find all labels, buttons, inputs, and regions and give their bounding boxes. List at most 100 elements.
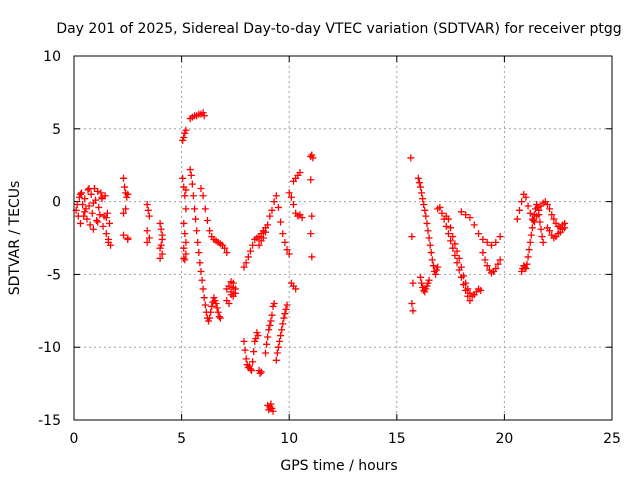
data-point — [418, 279, 426, 287]
data-point — [119, 174, 127, 182]
data-point — [274, 203, 282, 211]
data-point — [182, 238, 190, 246]
data-point — [496, 256, 504, 264]
data-point — [201, 301, 209, 309]
data-point — [196, 259, 204, 267]
data-point — [272, 356, 280, 364]
data-point — [426, 241, 434, 249]
data-point — [107, 241, 115, 249]
data-point — [85, 184, 93, 192]
data-point — [466, 214, 474, 222]
data-point — [524, 202, 532, 210]
data-point — [548, 211, 556, 219]
data-point — [444, 215, 452, 223]
data-point — [272, 192, 280, 200]
data-point — [419, 195, 427, 203]
data-point — [180, 254, 188, 262]
data-point — [87, 190, 95, 198]
data-point — [231, 289, 239, 297]
data-point — [524, 253, 532, 261]
series — [285, 151, 317, 293]
data-point — [255, 241, 263, 249]
data-point — [189, 192, 197, 200]
data-point — [250, 348, 258, 356]
data-point — [267, 317, 275, 325]
data-point — [262, 349, 270, 357]
y-tick-label: 0 — [52, 195, 61, 211]
data-point — [157, 225, 165, 233]
data-point — [550, 215, 558, 223]
series — [442, 212, 485, 300]
series — [513, 190, 536, 223]
data-point — [424, 227, 432, 235]
data-point — [156, 219, 164, 227]
data-point — [451, 240, 459, 248]
series — [255, 192, 293, 258]
data-point — [103, 209, 111, 217]
data-point — [533, 212, 541, 220]
data-point — [298, 214, 306, 222]
data-point — [76, 190, 84, 198]
data-point — [538, 233, 546, 241]
data-point — [215, 313, 223, 321]
data-point — [84, 186, 92, 194]
data-point — [94, 218, 102, 226]
data-point — [257, 368, 265, 376]
data-point — [240, 263, 248, 271]
data-point — [515, 206, 523, 214]
data-point — [207, 308, 215, 316]
data-point — [181, 256, 189, 264]
data-point — [208, 302, 216, 310]
data-point — [423, 219, 431, 227]
data-point — [158, 235, 166, 243]
data-point — [106, 219, 114, 227]
data-point — [546, 227, 554, 235]
data-point — [457, 263, 465, 271]
data-point — [96, 211, 104, 219]
data-point — [181, 230, 189, 238]
data-point — [496, 233, 504, 241]
data-point — [494, 260, 502, 268]
data-point — [279, 320, 287, 328]
series — [264, 400, 277, 415]
y-tick-labels: 10 5 0 -5 -10 -15 — [38, 49, 61, 429]
data-point — [479, 249, 487, 257]
data-point — [457, 208, 465, 216]
data-point — [283, 246, 291, 254]
data-point — [182, 126, 190, 134]
data-point — [242, 259, 250, 267]
data-point — [285, 189, 293, 197]
data-point — [179, 174, 187, 182]
data-point — [526, 238, 534, 246]
data-point — [407, 154, 415, 162]
data-point — [266, 212, 274, 220]
data-point — [422, 212, 430, 220]
y-tick-label: -10 — [38, 340, 61, 356]
data-point — [198, 276, 206, 284]
data-point — [522, 193, 530, 201]
data-point — [206, 227, 214, 235]
data-point — [104, 235, 112, 243]
data-point — [280, 314, 288, 322]
data-point — [241, 346, 249, 354]
x-tick-label: 25 — [603, 431, 621, 447]
data-point — [475, 230, 483, 238]
data-point — [528, 224, 536, 232]
data-point — [194, 238, 202, 246]
data-point — [285, 250, 293, 258]
y-tick-label: 10 — [43, 49, 61, 65]
data-point — [477, 286, 485, 294]
data-point — [535, 206, 543, 214]
series — [518, 201, 547, 275]
data-point — [296, 168, 304, 176]
data-point — [447, 224, 455, 232]
data-point — [309, 154, 317, 162]
data-point — [278, 326, 286, 334]
data-point — [143, 238, 151, 246]
data-point — [221, 244, 229, 252]
data-point — [89, 199, 97, 207]
series — [416, 273, 433, 296]
data-point — [434, 263, 442, 271]
data-point — [187, 171, 195, 179]
data-point — [73, 201, 81, 209]
